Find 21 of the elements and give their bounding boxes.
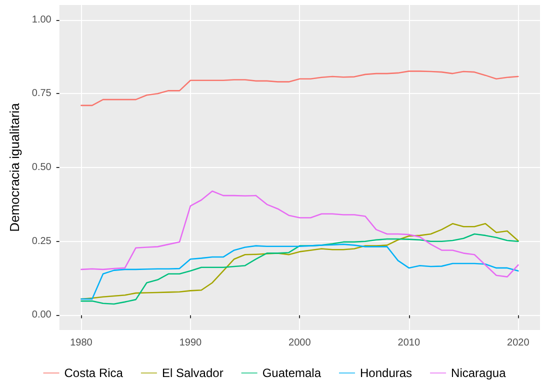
y-tick-label: 0.25	[32, 236, 52, 247]
line-series	[80, 244, 519, 300]
legend-label: El Salvador	[162, 366, 224, 380]
legend-label: Honduras	[360, 366, 412, 380]
x-tick-label: 2010	[398, 338, 420, 348]
legend-label: Guatemala	[262, 366, 322, 380]
legend-label: Nicaragua	[451, 366, 506, 380]
line-series	[80, 70, 519, 106]
y-tick-label: 0.75	[32, 88, 52, 100]
y-tick-label: 1.00	[32, 14, 52, 26]
x-tick-label: 2000	[288, 338, 312, 348]
line-series	[80, 233, 519, 305]
x-tick-label: 1990	[179, 338, 202, 348]
y-axis-title: Democracia igualitaria	[7, 102, 22, 232]
y-tick-label: 0.50	[32, 162, 52, 173]
legend-label: Costa Rica	[64, 366, 124, 380]
x-tick-label: 2020	[507, 338, 530, 348]
x-tick-label: 1980	[70, 338, 93, 348]
line-series	[80, 222, 519, 300]
y-tick-label: 0.00	[32, 310, 52, 321]
line-series	[80, 190, 519, 278]
